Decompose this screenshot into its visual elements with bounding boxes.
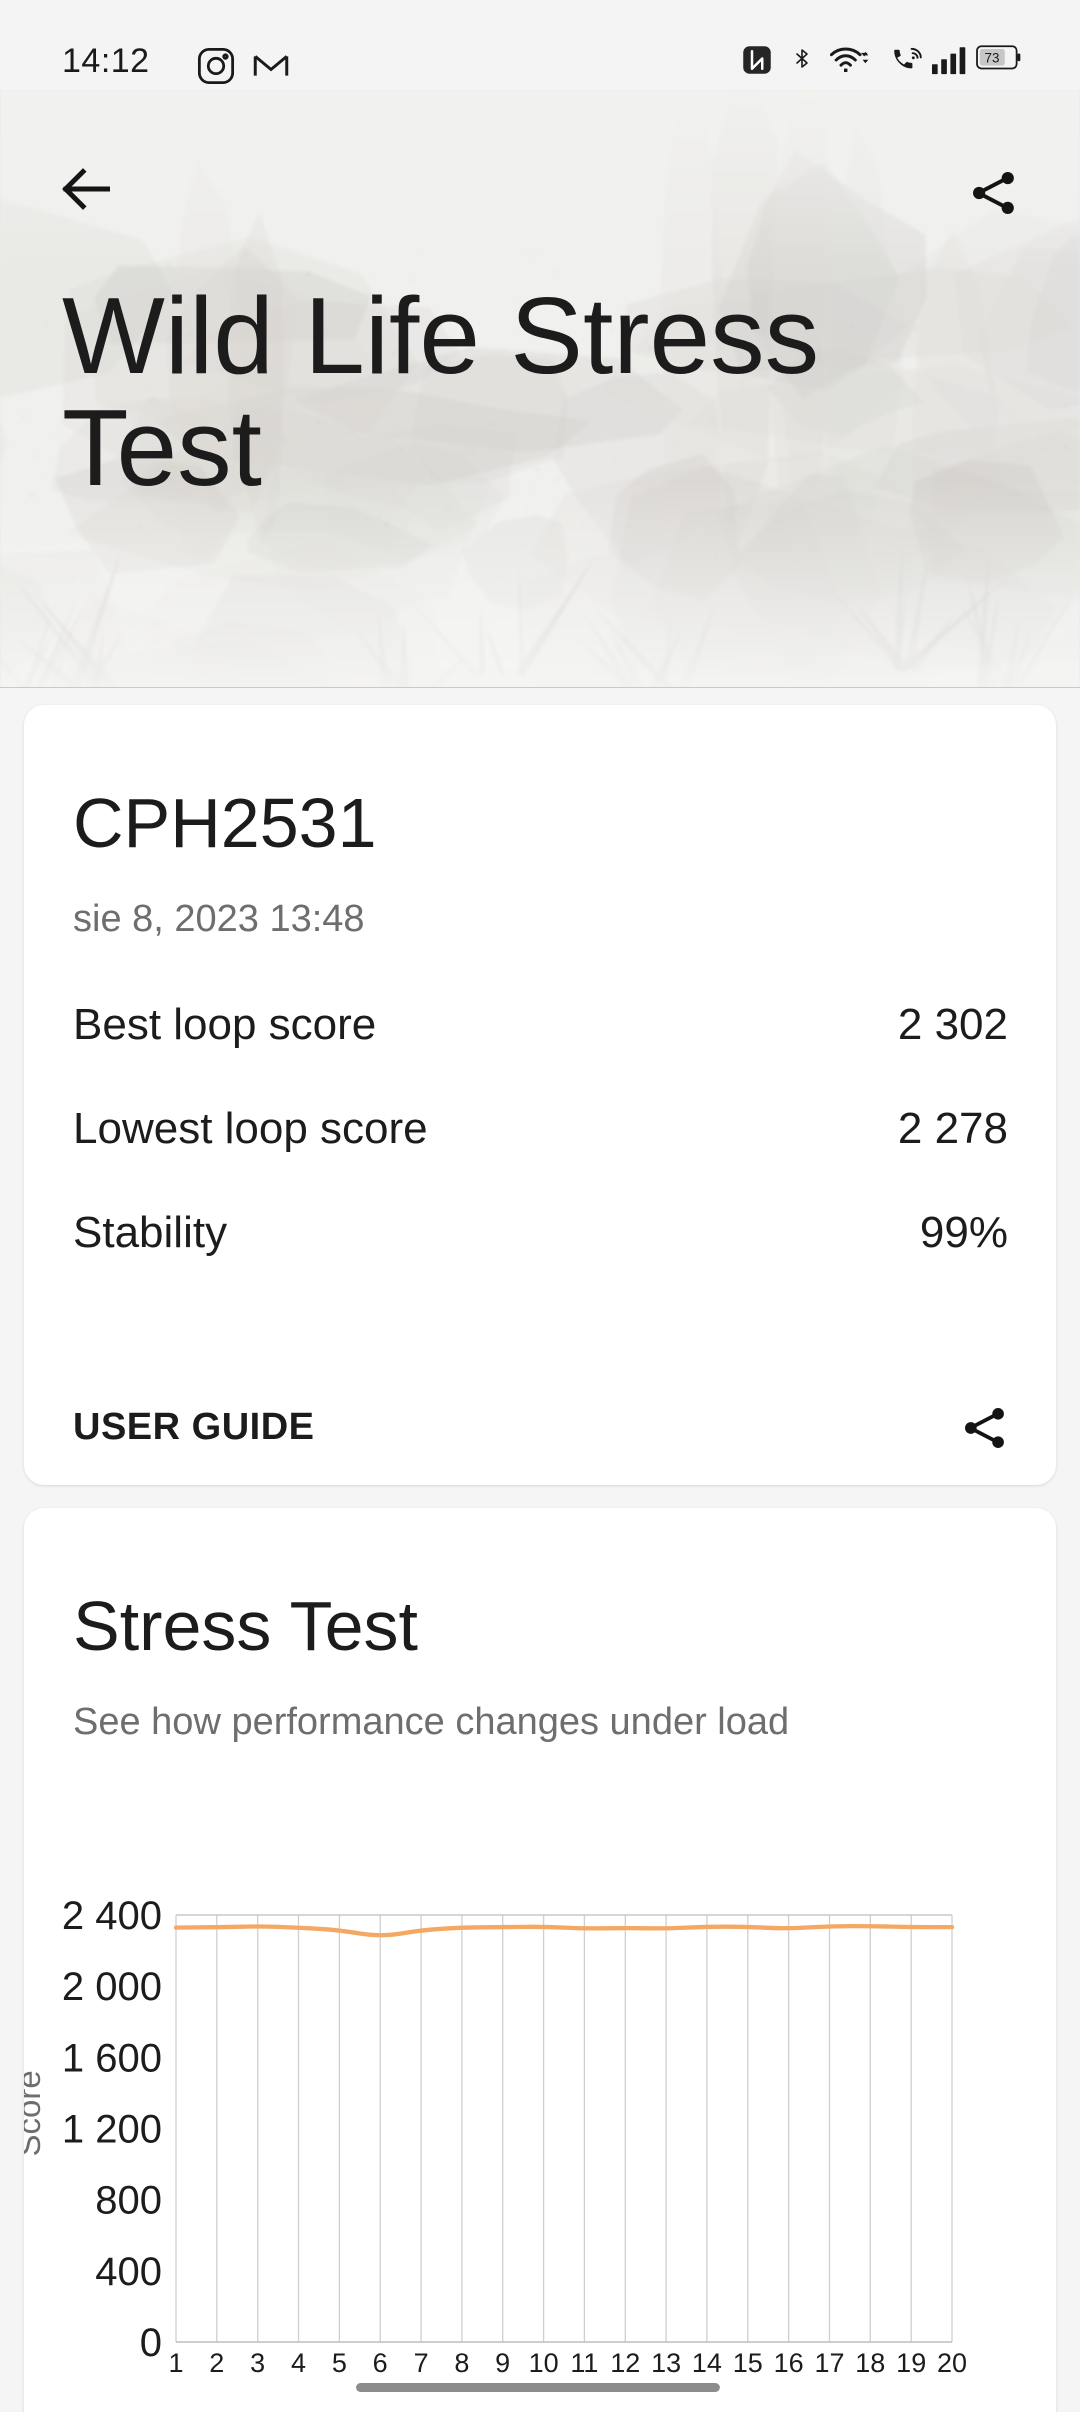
svg-text:5: 5 <box>332 2348 347 2378</box>
svg-text:17: 17 <box>814 2348 844 2378</box>
svg-text:18: 18 <box>855 2348 885 2378</box>
svg-text:19: 19 <box>896 2348 926 2378</box>
svg-text:7: 7 <box>414 2348 429 2378</box>
svg-text:13: 13 <box>651 2348 681 2378</box>
svg-text:12: 12 <box>610 2348 640 2378</box>
svg-text:20: 20 <box>937 2348 967 2378</box>
svg-text:3: 3 <box>250 2348 265 2378</box>
svg-text:1 600: 1 600 <box>62 2036 162 2080</box>
svg-text:2: 2 <box>209 2348 224 2378</box>
svg-text:2 000: 2 000 <box>62 1965 162 2009</box>
svg-text:16: 16 <box>774 2348 804 2378</box>
svg-text:2 400: 2 400 <box>62 1898 162 1938</box>
svg-text:800: 800 <box>95 2179 162 2223</box>
svg-text:400: 400 <box>95 2250 162 2294</box>
svg-text:6: 6 <box>373 2348 388 2378</box>
svg-text:11: 11 <box>570 2348 598 2378</box>
svg-text:9: 9 <box>495 2348 510 2378</box>
svg-text:1 200: 1 200 <box>62 2108 162 2152</box>
svg-text:0: 0 <box>140 2321 162 2365</box>
svg-text:15: 15 <box>733 2348 763 2378</box>
svg-text:73: 73 <box>985 50 1000 65</box>
svg-text:4: 4 <box>291 2348 306 2378</box>
svg-text:8: 8 <box>454 2348 469 2378</box>
svg-text:1: 1 <box>168 2348 183 2378</box>
svg-text:Score: Score <box>24 2070 47 2156</box>
svg-text:14: 14 <box>692 2348 722 2378</box>
svg-text:10: 10 <box>529 2348 559 2378</box>
